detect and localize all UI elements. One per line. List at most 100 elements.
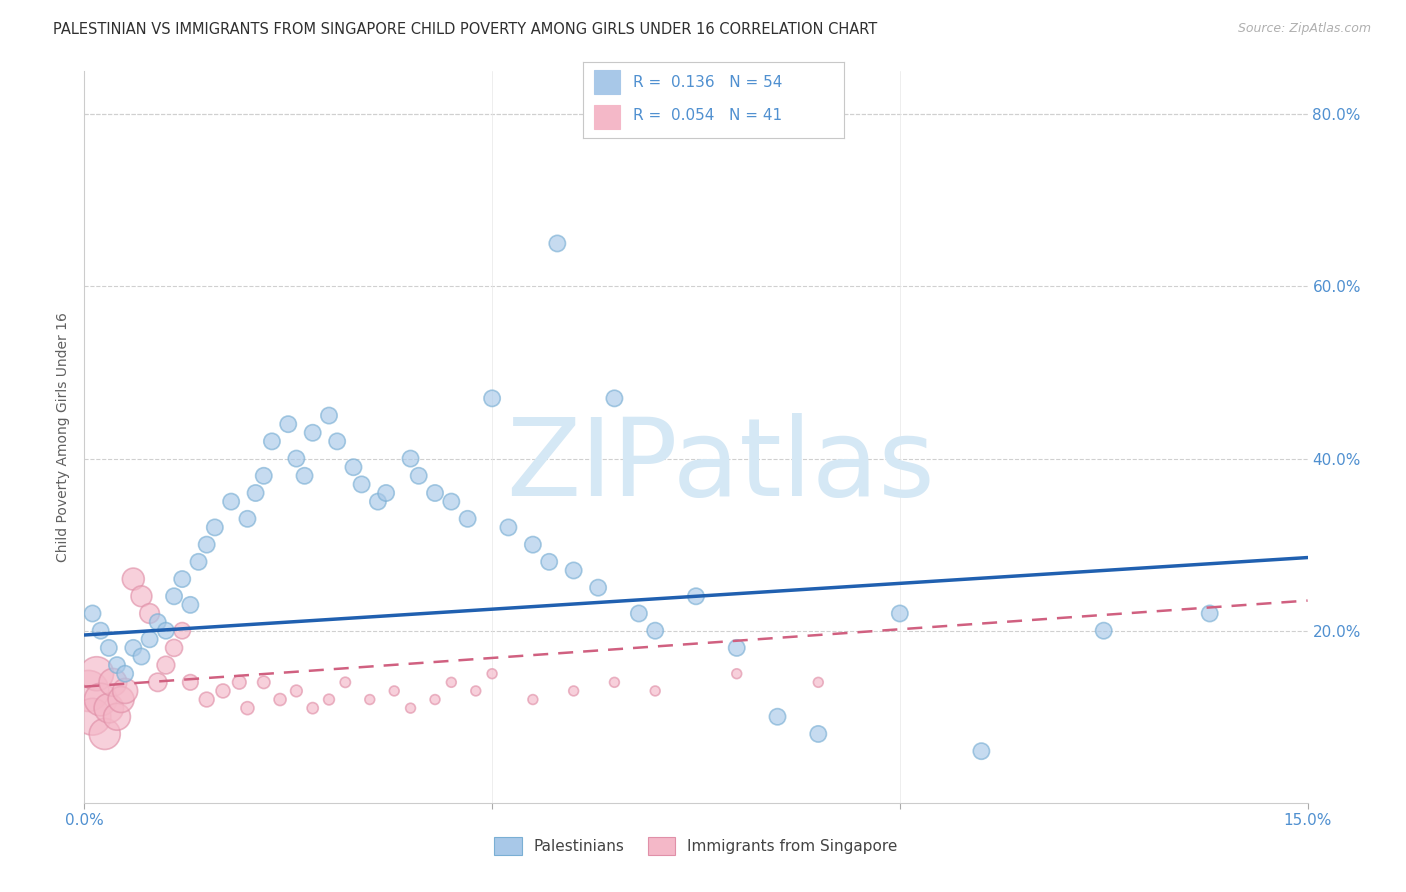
- Point: [122, 572, 145, 586]
- Point: [285, 684, 308, 698]
- Point: [204, 520, 226, 534]
- Point: [627, 607, 650, 621]
- Point: [101, 675, 124, 690]
- Point: [195, 692, 218, 706]
- Point: [82, 710, 104, 724]
- Point: [97, 640, 120, 655]
- Point: [277, 417, 299, 432]
- Point: [318, 692, 340, 706]
- Point: [155, 658, 177, 673]
- Point: [562, 684, 585, 698]
- Point: [350, 477, 373, 491]
- Point: [766, 710, 789, 724]
- Point: [586, 581, 609, 595]
- Point: [90, 624, 112, 638]
- Point: [522, 692, 544, 706]
- Point: [172, 572, 194, 586]
- Point: [498, 520, 520, 534]
- Point: [187, 555, 209, 569]
- Point: [382, 684, 405, 698]
- Point: [301, 701, 323, 715]
- Point: [464, 684, 486, 698]
- Point: [367, 494, 389, 508]
- Y-axis label: Child Poverty Among Girls Under 16: Child Poverty Among Girls Under 16: [56, 312, 70, 562]
- Point: [253, 468, 276, 483]
- Point: [399, 451, 422, 466]
- Point: [86, 666, 108, 681]
- Point: [131, 649, 153, 664]
- Point: [219, 494, 242, 508]
- Point: [269, 692, 291, 706]
- Point: [82, 607, 104, 621]
- Point: [122, 640, 145, 655]
- Point: [301, 425, 323, 440]
- Point: [440, 675, 463, 690]
- Legend: Palestinians, Immigrants from Singapore: Palestinians, Immigrants from Singapore: [488, 831, 904, 861]
- Point: [1198, 607, 1220, 621]
- Point: [172, 624, 194, 638]
- Point: [538, 555, 561, 569]
- Point: [725, 640, 748, 655]
- Point: [440, 494, 463, 508]
- Point: [212, 684, 235, 698]
- Point: [131, 589, 153, 603]
- Point: [359, 692, 381, 706]
- Point: [326, 434, 349, 449]
- Point: [138, 607, 160, 621]
- Point: [90, 692, 112, 706]
- Text: PALESTINIAN VS IMMIGRANTS FROM SINGAPORE CHILD POVERTY AMONG GIRLS UNDER 16 CORR: PALESTINIAN VS IMMIGRANTS FROM SINGAPORE…: [53, 22, 877, 37]
- Point: [725, 666, 748, 681]
- Point: [481, 666, 503, 681]
- Point: [807, 727, 830, 741]
- Point: [481, 392, 503, 406]
- Bar: [593, 70, 620, 95]
- Point: [285, 451, 308, 466]
- Point: [1092, 624, 1115, 638]
- Point: [93, 727, 115, 741]
- Point: [807, 675, 830, 690]
- Point: [318, 409, 340, 423]
- Point: [253, 675, 276, 690]
- Point: [155, 624, 177, 638]
- Point: [236, 512, 259, 526]
- Point: [546, 236, 568, 251]
- Point: [644, 624, 666, 638]
- Point: [457, 512, 479, 526]
- Point: [179, 675, 201, 690]
- Point: [644, 684, 666, 698]
- Point: [146, 615, 169, 629]
- Point: [236, 701, 259, 715]
- Point: [423, 486, 446, 500]
- Point: [105, 710, 128, 724]
- Point: [522, 538, 544, 552]
- Text: ZIPatlas: ZIPatlas: [506, 413, 935, 519]
- Point: [114, 666, 136, 681]
- Point: [294, 468, 316, 483]
- Text: Source: ZipAtlas.com: Source: ZipAtlas.com: [1237, 22, 1371, 36]
- Point: [110, 692, 132, 706]
- Point: [335, 675, 357, 690]
- Point: [105, 658, 128, 673]
- Point: [423, 692, 446, 706]
- Text: R =  0.136   N = 54: R = 0.136 N = 54: [633, 75, 782, 90]
- Bar: [593, 105, 620, 129]
- Point: [77, 684, 100, 698]
- Point: [260, 434, 283, 449]
- Point: [97, 701, 120, 715]
- Point: [138, 632, 160, 647]
- Point: [163, 589, 186, 603]
- Point: [889, 607, 911, 621]
- Point: [399, 701, 422, 715]
- Point: [603, 675, 626, 690]
- Point: [970, 744, 993, 758]
- Text: R =  0.054   N = 41: R = 0.054 N = 41: [633, 108, 782, 123]
- Point: [163, 640, 186, 655]
- Point: [342, 460, 364, 475]
- Point: [408, 468, 430, 483]
- Point: [114, 684, 136, 698]
- Point: [562, 564, 585, 578]
- Point: [228, 675, 250, 690]
- Point: [375, 486, 398, 500]
- Point: [685, 589, 707, 603]
- Point: [245, 486, 267, 500]
